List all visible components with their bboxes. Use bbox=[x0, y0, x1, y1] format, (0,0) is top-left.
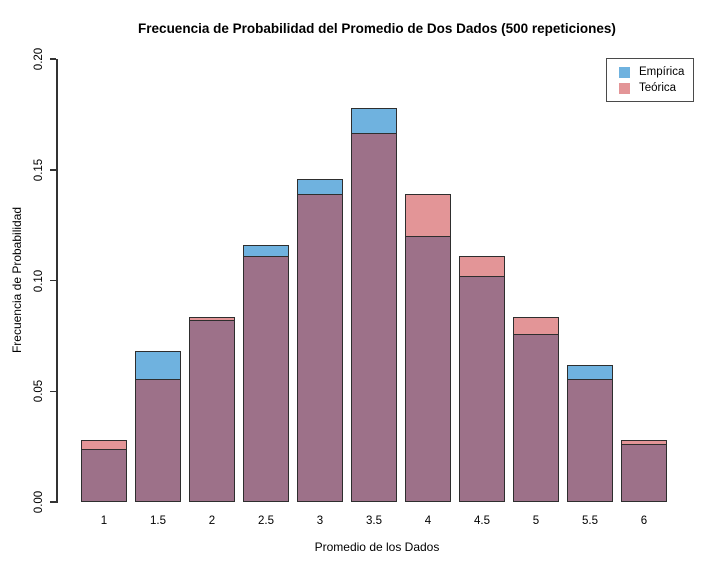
x-axis-tick-label: 2 bbox=[208, 515, 216, 527]
bar-segment-overlap bbox=[351, 132, 397, 502]
y-axis-title: Frecuencia de Probabilidad bbox=[10, 206, 24, 354]
legend-entry-empirica: Empírica bbox=[619, 66, 693, 78]
legend-label-teorica: Teórica bbox=[639, 82, 677, 94]
x-axis-tick-label: 1 bbox=[100, 515, 108, 527]
legend-swatch-empirica bbox=[619, 66, 630, 78]
x-axis-tick-label: 5.5 bbox=[582, 515, 598, 527]
chart-title: Frecuencia de Probabilidad del Promedio … bbox=[138, 21, 616, 36]
y-axis-tick bbox=[50, 279, 56, 282]
x-axis-tick-label: 4 bbox=[424, 515, 432, 527]
y-axis-tick bbox=[50, 58, 56, 60]
y-axis-tick-label: 0.15 bbox=[33, 158, 45, 181]
bar-segment-overlap bbox=[135, 378, 181, 502]
legend-box: Empírica Teórica bbox=[606, 58, 694, 102]
y-axis-tick bbox=[50, 169, 56, 171]
bar-segment-overlap bbox=[189, 320, 235, 502]
x-axis-tick-label: 1.5 bbox=[150, 515, 166, 527]
legend-swatch-teorica bbox=[619, 82, 630, 94]
y-axis-tick-label: 0.05 bbox=[33, 380, 45, 403]
bar-segment-overlap bbox=[81, 448, 127, 502]
x-axis-title: Promedio de los Dados bbox=[314, 540, 440, 554]
y-axis-tick-label: 0.20 bbox=[33, 47, 45, 71]
bar-segment-empirical-excess bbox=[297, 178, 343, 196]
y-axis-tick-label: 0.10 bbox=[33, 269, 45, 292]
bar-segment-overlap bbox=[513, 333, 559, 502]
y-axis-tick bbox=[50, 501, 56, 503]
x-axis-tick-label: 6 bbox=[640, 515, 648, 527]
x-axis-tick-label: 3 bbox=[316, 515, 324, 527]
y-axis-line bbox=[56, 59, 58, 503]
bar-segment-overlap bbox=[243, 255, 289, 502]
bar-segment-overlap bbox=[621, 444, 667, 502]
bar-segment-theoretical-excess bbox=[405, 194, 451, 238]
bar-segment-overlap bbox=[405, 236, 451, 502]
bar-segment-overlap bbox=[567, 378, 613, 502]
y-axis-tick bbox=[50, 390, 56, 392]
bar-segment-overlap bbox=[459, 276, 505, 502]
bar-segment-empirical-excess bbox=[567, 364, 613, 380]
x-axis-tick-label: 5 bbox=[532, 515, 540, 527]
legend-label-empirica: Empírica bbox=[639, 66, 685, 78]
x-axis-tick-label: 4.5 bbox=[474, 515, 490, 527]
bar-segment-overlap bbox=[297, 194, 343, 502]
legend-entry-teorica: Teórica bbox=[619, 82, 693, 94]
x-axis-tick-label: 3.5 bbox=[366, 515, 382, 527]
bar-segment-empirical-excess bbox=[351, 107, 397, 134]
bar-segment-empirical-excess bbox=[135, 351, 181, 380]
x-axis-tick-label: 2.5 bbox=[258, 515, 274, 527]
bar-segment-theoretical-excess bbox=[459, 255, 505, 278]
y-axis-tick-label: 0.00 bbox=[33, 490, 45, 514]
bar-segment-theoretical-excess bbox=[513, 317, 559, 335]
